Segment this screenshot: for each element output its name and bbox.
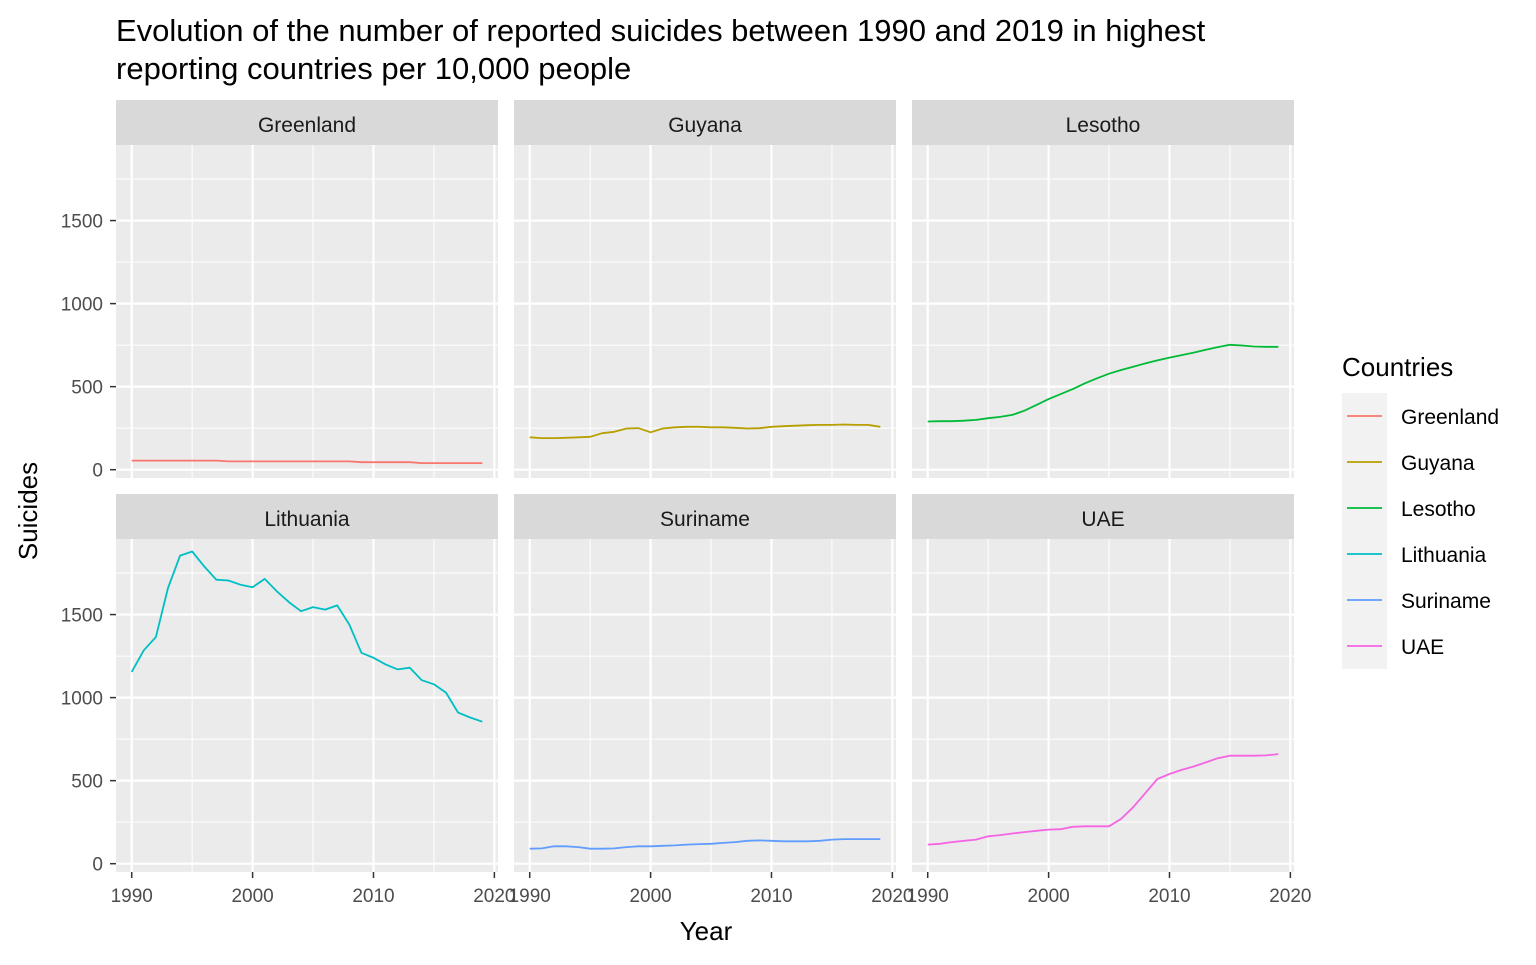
x-tick-label: 2020 — [473, 886, 515, 907]
x-tick-label: 2020 — [1269, 886, 1311, 907]
major-gridlines-lesotho — [912, 145, 1294, 478]
facet-strip-guyana — [514, 100, 896, 145]
facet-panel-suriname: Suriname 1990 2000 2010 2020 — [509, 494, 914, 907]
legend-item-uae: UAE — [1347, 636, 1444, 659]
minor-gridlines-greenland — [116, 145, 498, 478]
legend-label-greenland: Greenland — [1401, 406, 1499, 429]
major-gridlines-lithuania — [116, 539, 498, 872]
minor-gridlines-lithuania — [116, 539, 498, 872]
chart-title-line-2: reporting countries per 10,000 people — [116, 51, 631, 86]
legend-item-suriname: Suriname — [1347, 590, 1491, 613]
facet-strip-label-lithuania: Lithuania — [264, 508, 350, 531]
series-line-guyana — [529, 423, 881, 440]
chart-title-line-1: Evolution of the number of reported suic… — [116, 13, 1206, 48]
x-tick-label: 1990 — [509, 886, 551, 907]
facet-panel-lesotho: Lesotho — [912, 100, 1294, 478]
y-tick-label: 0 — [92, 855, 103, 876]
major-gridlines-suriname — [514, 539, 896, 872]
facet-panel-guyana: Guyana — [514, 100, 896, 478]
facet-strip-label-lesotho: Lesotho — [1066, 114, 1141, 137]
series-line-lesotho — [927, 343, 1279, 423]
x-axis-lithuania: 1990 2000 2010 2020 — [111, 872, 516, 907]
minor-gridlines-suriname — [514, 539, 896, 872]
facet-strip-label-guyana: Guyana — [668, 114, 742, 137]
minor-gridlines-uae — [912, 539, 1294, 872]
x-tick-label: 2010 — [352, 886, 394, 907]
facet-strip-lithuania — [116, 494, 498, 539]
y-tick-label: 0 — [92, 461, 103, 482]
facet-grid: Greenland 0 500 1000 1500 Guyana Lesotho Lithua… — [61, 100, 1312, 907]
series-line-lithuania — [130, 550, 483, 723]
series-line-uae — [927, 753, 1279, 846]
major-gridlines-greenland — [116, 145, 498, 478]
x-tick-label: 2000 — [1027, 886, 1069, 907]
legend-label-lesotho: Lesotho — [1401, 498, 1476, 521]
legend-item-lesotho: Lesotho — [1347, 498, 1476, 521]
facet-panel-lithuania: Lithuania 0 500 1000 1500 1990 2000 2010 2020 — [61, 494, 516, 907]
legend-item-greenland: Greenland — [1347, 406, 1499, 429]
y-tick-label: 500 — [71, 772, 103, 793]
y-tick-label: 1500 — [61, 606, 103, 627]
x-tick-label: 1990 — [907, 886, 949, 907]
y-tick-label: 1000 — [61, 689, 103, 710]
major-gridlines-guyana — [514, 145, 896, 478]
legend-label-lithuania: Lithuania — [1401, 544, 1487, 567]
major-gridlines-uae — [912, 539, 1294, 872]
facet-strip-lesotho — [912, 100, 1294, 145]
y-axis-lithuania: 0 500 1000 1500 — [61, 606, 116, 876]
y-axis-greenland: 0 500 1000 1500 — [61, 212, 116, 482]
x-tick-label: 1990 — [111, 886, 153, 907]
minor-gridlines-lesotho — [912, 145, 1294, 478]
facet-strip-label-greenland: Greenland — [258, 114, 356, 137]
legend-item-lithuania: Lithuania — [1347, 544, 1487, 567]
x-axis-suriname: 1990 2000 2010 2020 — [509, 872, 914, 907]
legend: Countries Greenland Guyana Lesotho Lithuani… — [1342, 352, 1499, 669]
facet-panel-uae: UAE 1990 2000 2010 2020 — [907, 494, 1312, 907]
x-tick-label: 2000 — [231, 886, 273, 907]
legend-title: Countries — [1342, 352, 1453, 382]
y-tick-label: 500 — [71, 378, 103, 399]
x-tick-label: 2020 — [871, 886, 913, 907]
x-tick-label: 2010 — [750, 886, 792, 907]
y-axis-title-group: Suicides — [13, 462, 43, 560]
x-axis-title-group: Year — [680, 916, 733, 946]
x-axis-uae: 1990 2000 2010 2020 — [907, 872, 1312, 907]
facet-panel-greenland: Greenland 0 500 1000 1500 — [61, 100, 498, 482]
legend-label-guyana: Guyana — [1401, 452, 1475, 475]
facet-strip-greenland — [116, 100, 498, 145]
legend-item-guyana: Guyana — [1347, 452, 1475, 475]
facet-strip-uae — [912, 494, 1294, 539]
x-tick-label: 2000 — [629, 886, 671, 907]
minor-gridlines-guyana — [514, 145, 896, 478]
legend-label-suriname: Suriname — [1401, 590, 1491, 613]
series-line-greenland — [131, 459, 483, 465]
legend-label-uae: UAE — [1401, 636, 1444, 659]
x-axis-title: Year — [680, 916, 733, 946]
series-line-suriname — [529, 838, 881, 850]
legend-key-background — [1342, 393, 1387, 669]
facet-strip-label-suriname: Suriname — [660, 508, 750, 531]
facet-strip-label-uae: UAE — [1081, 508, 1124, 531]
x-tick-label: 2010 — [1148, 886, 1190, 907]
y-tick-label: 1500 — [61, 212, 103, 233]
y-axis-title: Suicides — [13, 462, 43, 560]
facet-strip-suriname — [514, 494, 896, 539]
y-tick-label: 1000 — [61, 295, 103, 316]
